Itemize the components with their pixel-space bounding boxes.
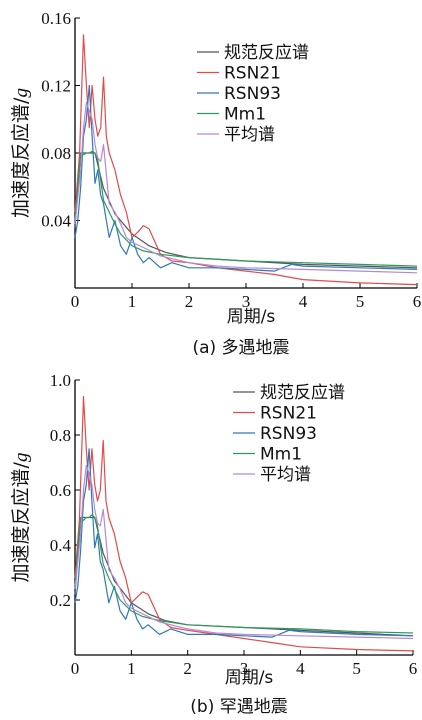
x-axis-title: 周期/s	[225, 668, 274, 688]
y-tick-label: 0.6	[50, 481, 71, 500]
y-tick-label: 0.8	[50, 426, 71, 445]
x-tick-label: 4	[296, 659, 305, 678]
y-axis-title-unit: g	[11, 453, 32, 463]
y-axis-title-unit: g	[11, 88, 32, 98]
x-tick-label: 5	[356, 292, 365, 311]
series-line	[74, 395, 414, 652]
x-tick-label: 4	[299, 292, 308, 311]
y-tick-label: 0.16	[41, 9, 71, 28]
legend-label: 平均谱	[224, 125, 275, 145]
legend-label: 规范反应谱	[224, 43, 309, 63]
legend-label: 规范反应谱	[260, 383, 345, 403]
legend-label: Mm1	[224, 105, 266, 125]
y-axis-title: 加速度反应谱/g	[10, 88, 32, 218]
y-tick-label: 0.4	[50, 536, 72, 555]
series-line	[74, 448, 414, 638]
series-line	[74, 84, 418, 272]
x-tick-label: 3	[240, 659, 249, 678]
chart-panel-0: 0 1 2 3 4 5 6 0.04 0.08 0.12 0.16 规范反应谱RSN21RSN93Mm…	[10, 9, 421, 358]
legend-label: RSN93	[224, 84, 281, 104]
series-line	[74, 514, 414, 634]
x-tick-label: 6	[409, 659, 418, 678]
figure-caption: (b) 罕遇地震	[190, 697, 287, 717]
x-tick-label: 6	[413, 292, 422, 311]
chart-panel-1: 0 1 2 3 4 5 6 0.2 0.4 0.6 0.8 1.0 规范反应谱RSN21RSN93Mm1…	[10, 371, 417, 717]
legend-label: RSN21	[260, 404, 317, 424]
x-tick-label: 0	[71, 292, 80, 311]
series-line	[74, 464, 414, 640]
legend-label: RSN21	[224, 64, 281, 84]
series-line	[74, 516, 414, 637]
series-line	[74, 150, 418, 267]
y-axis-title-text: 加速度反应谱/	[10, 97, 32, 218]
y-axis-title-text: 加速度反应谱/	[10, 461, 32, 582]
x-tick-label: 1	[128, 292, 137, 311]
y-tick-label: 0.2	[50, 591, 71, 610]
legend-label: 平均谱	[260, 465, 311, 485]
x-tick-label: 1	[127, 659, 136, 678]
legend-label: RSN93	[260, 424, 317, 444]
x-tick-label: 2	[183, 659, 192, 678]
figure-caption: (a) 多遇地震	[192, 338, 289, 358]
y-tick-label: 0.08	[41, 144, 71, 163]
y-tick-label: 0.12	[41, 77, 71, 96]
y-axis-title: 加速度反应谱/g	[10, 453, 32, 583]
legend-label: Mm1	[260, 445, 302, 465]
x-tick-label: 5	[352, 659, 361, 678]
x-tick-label: 0	[71, 659, 80, 678]
x-tick-label: 2	[185, 292, 194, 311]
y-tick-label: 0.04	[41, 212, 71, 231]
x-axis-title: 周期/s	[227, 307, 276, 327]
x-tick-label: 3	[242, 292, 251, 311]
y-tick-label: 1.0	[50, 371, 71, 390]
series-line	[74, 101, 418, 274]
